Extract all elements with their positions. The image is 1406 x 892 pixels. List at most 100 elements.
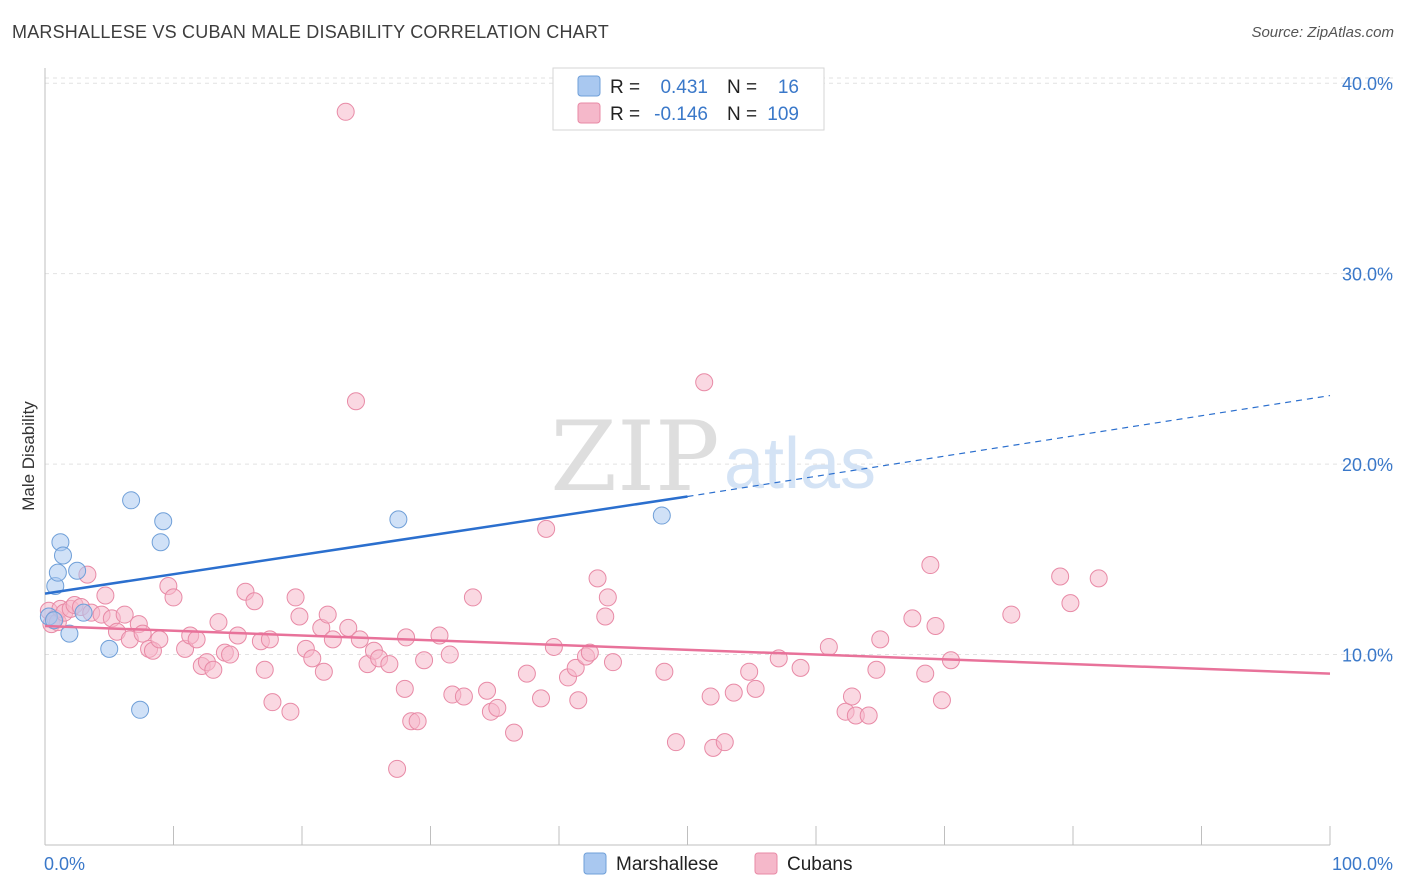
correlation-legend: R = 0.431 N = 16 R = -0.146 N = 109 bbox=[552, 67, 825, 131]
cubans-point-35 bbox=[245, 592, 264, 611]
chart-title: MARSHALLESE VS CUBAN MALE DISABILITY COR… bbox=[12, 22, 609, 42]
cubans-point-38 bbox=[255, 660, 274, 679]
cubans-point-47 bbox=[318, 605, 337, 624]
cubans-point-58 bbox=[395, 679, 414, 698]
bottom-legend-label-cubans: Cubans bbox=[787, 854, 853, 875]
y-tick-label-40: 40.0% bbox=[1342, 74, 1393, 94]
cubans-point-98 bbox=[842, 687, 861, 706]
cubans-point-29 bbox=[204, 660, 223, 679]
legend-swatch-cubans bbox=[577, 102, 601, 124]
legend-r-value-2: -0.146 bbox=[654, 104, 708, 125]
cubans-point-21 bbox=[150, 630, 169, 649]
x-axis-ticks bbox=[173, 826, 1331, 845]
bottom-legend-label-marshallese: Marshallese bbox=[616, 854, 718, 875]
cubans-point-72 bbox=[517, 664, 536, 683]
marshallese-point-6 bbox=[60, 624, 79, 643]
cubans-point-32 bbox=[221, 645, 240, 664]
x-tick-label-max: 100.0% bbox=[1332, 854, 1393, 874]
cubans-point-93 bbox=[746, 679, 765, 698]
cubans-point-100 bbox=[859, 706, 878, 725]
bottom-legend-swatch-marshallese bbox=[583, 852, 607, 875]
cubans-point-62 bbox=[415, 651, 434, 670]
cubans-point-105 bbox=[921, 556, 940, 575]
legend-swatch-marshallese bbox=[577, 75, 601, 97]
cubans-point-80 bbox=[580, 643, 599, 662]
cubans-point-15 bbox=[115, 605, 134, 624]
cubans-point-82 bbox=[596, 607, 615, 626]
cubans-point-101 bbox=[867, 660, 886, 679]
cubans-point-77 bbox=[566, 658, 585, 677]
cubans-point-110 bbox=[1051, 567, 1070, 586]
cubans-point-51 bbox=[346, 392, 365, 411]
series-cubans-points bbox=[39, 102, 1108, 778]
cubans-point-102 bbox=[871, 630, 890, 649]
cubans-point-88 bbox=[701, 687, 720, 706]
cubans-point-23 bbox=[164, 588, 183, 607]
marshallese-point-11 bbox=[131, 700, 150, 719]
cubans-point-59 bbox=[397, 628, 416, 647]
x-tick-label-min: 0.0% bbox=[44, 854, 85, 874]
marshallese-point-15 bbox=[652, 506, 671, 525]
series-marshallese-points bbox=[39, 491, 671, 719]
cubans-point-18 bbox=[133, 624, 152, 643]
marshallese-point-13 bbox=[154, 512, 173, 531]
cubans-point-107 bbox=[932, 691, 951, 710]
cubans-point-106 bbox=[926, 616, 945, 635]
marshallese-point-10 bbox=[122, 491, 141, 510]
cubans-point-52 bbox=[350, 630, 369, 649]
source-label: Source: ZipAtlas.com bbox=[1251, 24, 1394, 41]
trend-line-marshallese-extension bbox=[687, 394, 1331, 498]
cubans-point-64 bbox=[440, 645, 459, 664]
marshallese-point-3 bbox=[48, 563, 67, 582]
cubans-point-71 bbox=[505, 723, 524, 742]
cubans-point-42 bbox=[290, 607, 309, 626]
watermark: ZIP atlas bbox=[550, 401, 876, 513]
cubans-point-103 bbox=[903, 609, 922, 628]
cubans-point-48 bbox=[323, 630, 342, 649]
gridlines bbox=[45, 77, 1393, 656]
cubans-point-56 bbox=[380, 655, 399, 674]
marshallese-point-7 bbox=[68, 561, 87, 580]
cubans-point-83 bbox=[598, 588, 617, 607]
cubans-point-84 bbox=[603, 653, 622, 672]
y-tick-label-30: 30.0% bbox=[1342, 265, 1393, 285]
marshallese-point-5 bbox=[53, 546, 72, 565]
marshallese-point-1 bbox=[44, 611, 63, 630]
trend-lines bbox=[44, 394, 1331, 675]
trend-line-marshallese bbox=[44, 495, 688, 595]
cubans-point-90 bbox=[715, 733, 734, 752]
cubans-point-112 bbox=[1089, 569, 1108, 588]
marshallese-point-9 bbox=[100, 639, 119, 658]
watermark-zip: ZIP bbox=[550, 401, 719, 513]
cubans-point-109 bbox=[1002, 605, 1021, 624]
legend-n-label-1: N = bbox=[727, 77, 757, 98]
cubans-point-67 bbox=[463, 588, 482, 607]
marshallese-point-12 bbox=[151, 533, 170, 552]
cubans-point-68 bbox=[478, 681, 497, 700]
y-tick-label-20: 20.0% bbox=[1342, 455, 1393, 475]
bottom-legend-swatch-cubans bbox=[754, 852, 778, 875]
cubans-point-111 bbox=[1061, 594, 1080, 613]
cubans-point-70 bbox=[488, 698, 507, 717]
cubans-point-86 bbox=[666, 733, 685, 752]
cubans-point-26 bbox=[187, 630, 206, 649]
cubans-point-81 bbox=[588, 569, 607, 588]
cubans-point-104 bbox=[916, 664, 935, 683]
cubans-point-33 bbox=[228, 626, 247, 645]
cubans-point-75 bbox=[544, 637, 563, 656]
cubans-point-49 bbox=[336, 102, 355, 121]
cubans-point-91 bbox=[724, 683, 743, 702]
cubans-point-85 bbox=[655, 662, 674, 681]
cubans-point-73 bbox=[532, 689, 551, 708]
cubans-point-95 bbox=[791, 658, 810, 677]
cubans-point-44 bbox=[303, 649, 322, 668]
legend-r-label-2: R = bbox=[610, 104, 640, 125]
cubans-point-66 bbox=[454, 687, 473, 706]
trend-line-cubans bbox=[44, 624, 1331, 675]
cubans-point-40 bbox=[281, 702, 300, 721]
cubans-point-12 bbox=[96, 586, 115, 605]
cubans-point-46 bbox=[314, 662, 333, 681]
y-axis-title: Male Disability bbox=[19, 401, 38, 511]
cubans-point-87 bbox=[695, 373, 714, 392]
